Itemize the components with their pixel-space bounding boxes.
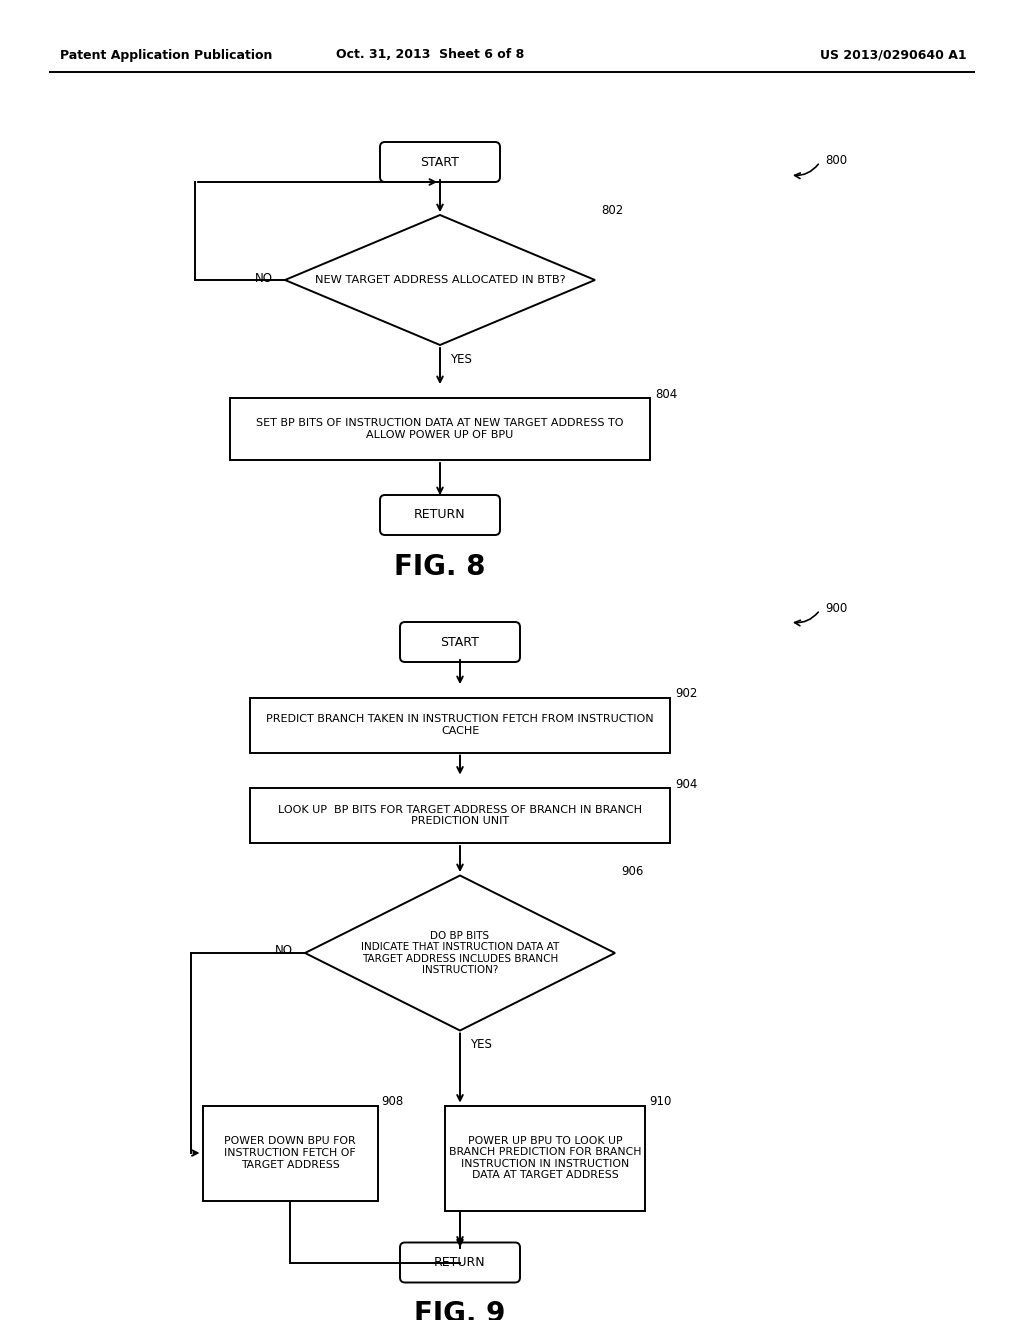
Text: DO BP BITS
INDICATE THAT INSTRUCTION DATA AT
TARGET ADDRESS INCLUDES BRANCH
INST: DO BP BITS INDICATE THAT INSTRUCTION DAT… <box>360 931 559 975</box>
FancyBboxPatch shape <box>380 143 500 182</box>
Bar <box>230 399 650 459</box>
Bar <box>250 788 670 843</box>
Text: POWER DOWN BPU FOR
INSTRUCTION FETCH OF
TARGET ADDRESS: POWER DOWN BPU FOR INSTRUCTION FETCH OF … <box>224 1137 355 1170</box>
Text: FIG. 9: FIG. 9 <box>415 1300 506 1320</box>
Bar <box>250 697 670 752</box>
Polygon shape <box>285 215 595 345</box>
Text: NO: NO <box>255 272 273 285</box>
Text: 802: 802 <box>601 205 624 218</box>
Text: 800: 800 <box>825 153 847 166</box>
Text: US 2013/0290640 A1: US 2013/0290640 A1 <box>820 49 967 62</box>
Text: 904: 904 <box>675 777 697 791</box>
Text: POWER UP BPU TO LOOK UP
BRANCH PREDICTION FOR BRANCH
INSTRUCTION IN INSTRUCTION
: POWER UP BPU TO LOOK UP BRANCH PREDICTIO… <box>449 1135 641 1180</box>
Text: START: START <box>421 156 460 169</box>
FancyBboxPatch shape <box>400 1242 520 1283</box>
Text: YES: YES <box>450 352 472 366</box>
Text: SET BP BITS OF INSTRUCTION DATA AT NEW TARGET ADDRESS TO
ALLOW POWER UP OF BPU: SET BP BITS OF INSTRUCTION DATA AT NEW T… <box>256 418 624 440</box>
Text: RETURN: RETURN <box>414 508 466 521</box>
Text: 910: 910 <box>649 1096 672 1107</box>
Text: NO: NO <box>275 945 293 957</box>
Polygon shape <box>305 875 615 1031</box>
Text: START: START <box>440 635 479 648</box>
Text: 908: 908 <box>382 1096 403 1107</box>
Text: NEW TARGET ADDRESS ALLOCATED IN BTB?: NEW TARGET ADDRESS ALLOCATED IN BTB? <box>314 275 565 285</box>
FancyBboxPatch shape <box>380 495 500 535</box>
Text: 902: 902 <box>675 686 697 700</box>
Text: Patent Application Publication: Patent Application Publication <box>60 49 272 62</box>
Text: YES: YES <box>470 1039 492 1052</box>
Bar <box>445 1106 645 1210</box>
Text: 906: 906 <box>621 865 643 878</box>
Text: Oct. 31, 2013  Sheet 6 of 8: Oct. 31, 2013 Sheet 6 of 8 <box>336 49 524 62</box>
FancyBboxPatch shape <box>400 622 520 663</box>
Bar <box>203 1106 378 1200</box>
Text: PREDICT BRANCH TAKEN IN INSTRUCTION FETCH FROM INSTRUCTION
CACHE: PREDICT BRANCH TAKEN IN INSTRUCTION FETC… <box>266 714 653 735</box>
Text: 804: 804 <box>655 388 677 400</box>
Text: LOOK UP  BP BITS FOR TARGET ADDRESS OF BRANCH IN BRANCH
PREDICTION UNIT: LOOK UP BP BITS FOR TARGET ADDRESS OF BR… <box>278 805 642 826</box>
Text: FIG. 8: FIG. 8 <box>394 553 485 581</box>
Text: RETURN: RETURN <box>434 1257 485 1269</box>
Text: 900: 900 <box>825 602 847 615</box>
